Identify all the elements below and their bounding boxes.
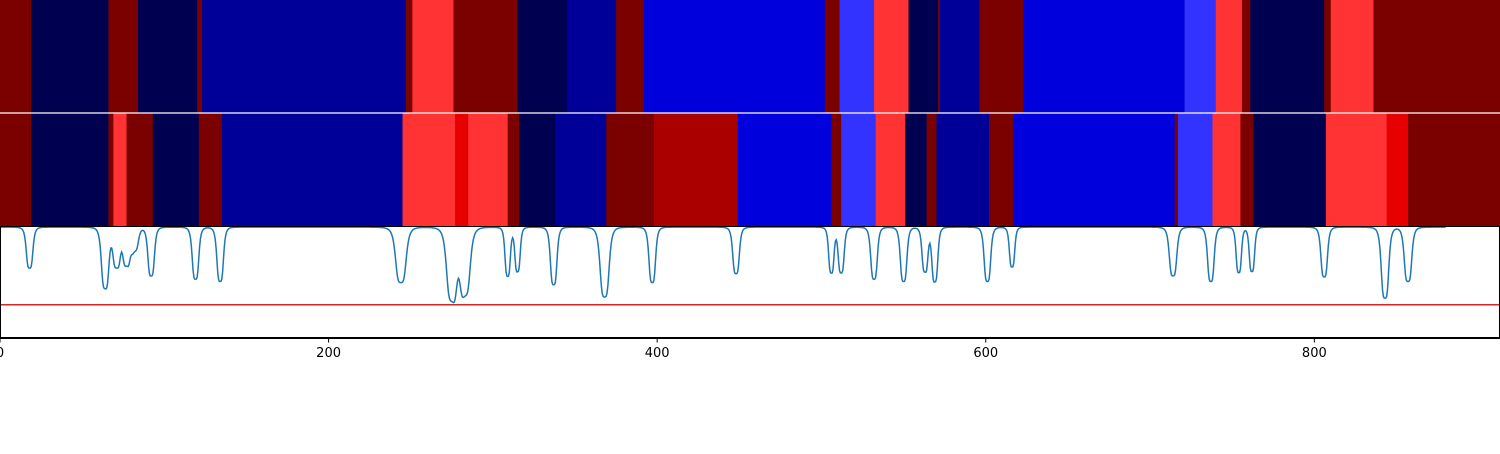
strip-2-segment bbox=[926, 113, 938, 226]
strip-2-segment bbox=[1013, 113, 1176, 226]
strip-1-segment bbox=[1215, 0, 1243, 113]
strip-2-segment bbox=[402, 113, 456, 226]
strip-1-segment bbox=[566, 0, 617, 113]
strip-2-segment bbox=[606, 113, 655, 226]
strip-2-segment bbox=[455, 113, 469, 226]
strip-1-segment bbox=[939, 0, 980, 113]
strip-1-segment bbox=[31, 0, 110, 113]
strip-1-segment bbox=[1023, 0, 1186, 113]
x-tick-label: 0 bbox=[0, 346, 4, 361]
strip-2-segment bbox=[507, 113, 520, 226]
strip-1-segment bbox=[138, 0, 198, 113]
strip-1-segment bbox=[1250, 0, 1325, 113]
x-tick-label: 400 bbox=[645, 346, 670, 361]
strip-1-segment bbox=[1373, 0, 1500, 113]
strip-2-segment bbox=[0, 113, 32, 226]
strip-2-segment bbox=[126, 113, 154, 226]
strip-1-segment bbox=[616, 0, 645, 113]
strip-2-segment bbox=[1253, 113, 1327, 226]
strip-2-segment bbox=[1212, 113, 1242, 226]
strip-2-segment bbox=[221, 113, 404, 226]
x-tick-label: 800 bbox=[1302, 346, 1327, 361]
heatmap-strip-2 bbox=[0, 113, 1500, 226]
strip-2-segment bbox=[108, 113, 114, 226]
line-panel-background bbox=[0, 226, 1500, 338]
heatmap-strip-1 bbox=[0, 0, 1500, 113]
strip-1-segment bbox=[0, 0, 32, 113]
strip-2-segment bbox=[113, 113, 128, 226]
strip-2-segment bbox=[555, 113, 607, 226]
strip-2-segment bbox=[1240, 113, 1255, 226]
strip-2-segment bbox=[875, 113, 906, 226]
strip-2-segment bbox=[1386, 113, 1409, 226]
strip-1-segment bbox=[644, 0, 826, 113]
x-tick-label: 600 bbox=[973, 346, 998, 361]
strip-2-segment bbox=[841, 113, 877, 226]
strip-1-segment bbox=[1184, 0, 1217, 113]
strip-2-segment bbox=[936, 113, 990, 226]
strip-2-segment bbox=[1177, 113, 1214, 226]
x-axis: 0 200 400 600 800 bbox=[0, 338, 1327, 361]
strip-2-segment bbox=[1325, 113, 1388, 226]
strip-1-segment bbox=[979, 0, 1025, 113]
strip-2-segment bbox=[152, 113, 200, 226]
strip-1-segment bbox=[405, 0, 413, 113]
strip-2-segment bbox=[653, 113, 739, 226]
strip-2-segment bbox=[198, 113, 223, 226]
strip-1-segment bbox=[197, 0, 203, 113]
strip-1-segment bbox=[839, 0, 875, 113]
strip-2-segment bbox=[831, 113, 842, 226]
strip-1-segment bbox=[517, 0, 568, 113]
strip-1-segment bbox=[453, 0, 519, 113]
strip-1-segment bbox=[1324, 0, 1332, 113]
strip-1-segment bbox=[874, 0, 910, 113]
signal-line bbox=[0, 226, 1446, 304]
strip-1-segment bbox=[1330, 0, 1375, 113]
strip-1-segment bbox=[202, 0, 407, 113]
strip-1-segment bbox=[908, 0, 939, 113]
x-tick-label: 200 bbox=[316, 346, 341, 361]
strip-2-segment bbox=[905, 113, 928, 226]
strip-1-segment bbox=[108, 0, 139, 113]
strip-2-segment bbox=[1408, 113, 1500, 226]
strip-2-segment bbox=[737, 113, 832, 226]
strip-1-segment bbox=[824, 0, 841, 113]
strip-2-segment bbox=[989, 113, 1015, 226]
strip-2-segment bbox=[468, 113, 509, 226]
strip-2-segment bbox=[31, 113, 110, 226]
strip-2-segment bbox=[1174, 113, 1179, 226]
strip-1-segment bbox=[412, 0, 455, 113]
strip-2-segment bbox=[519, 113, 556, 226]
strip-1-segment bbox=[1242, 0, 1251, 113]
strip-1-segment bbox=[938, 0, 941, 113]
